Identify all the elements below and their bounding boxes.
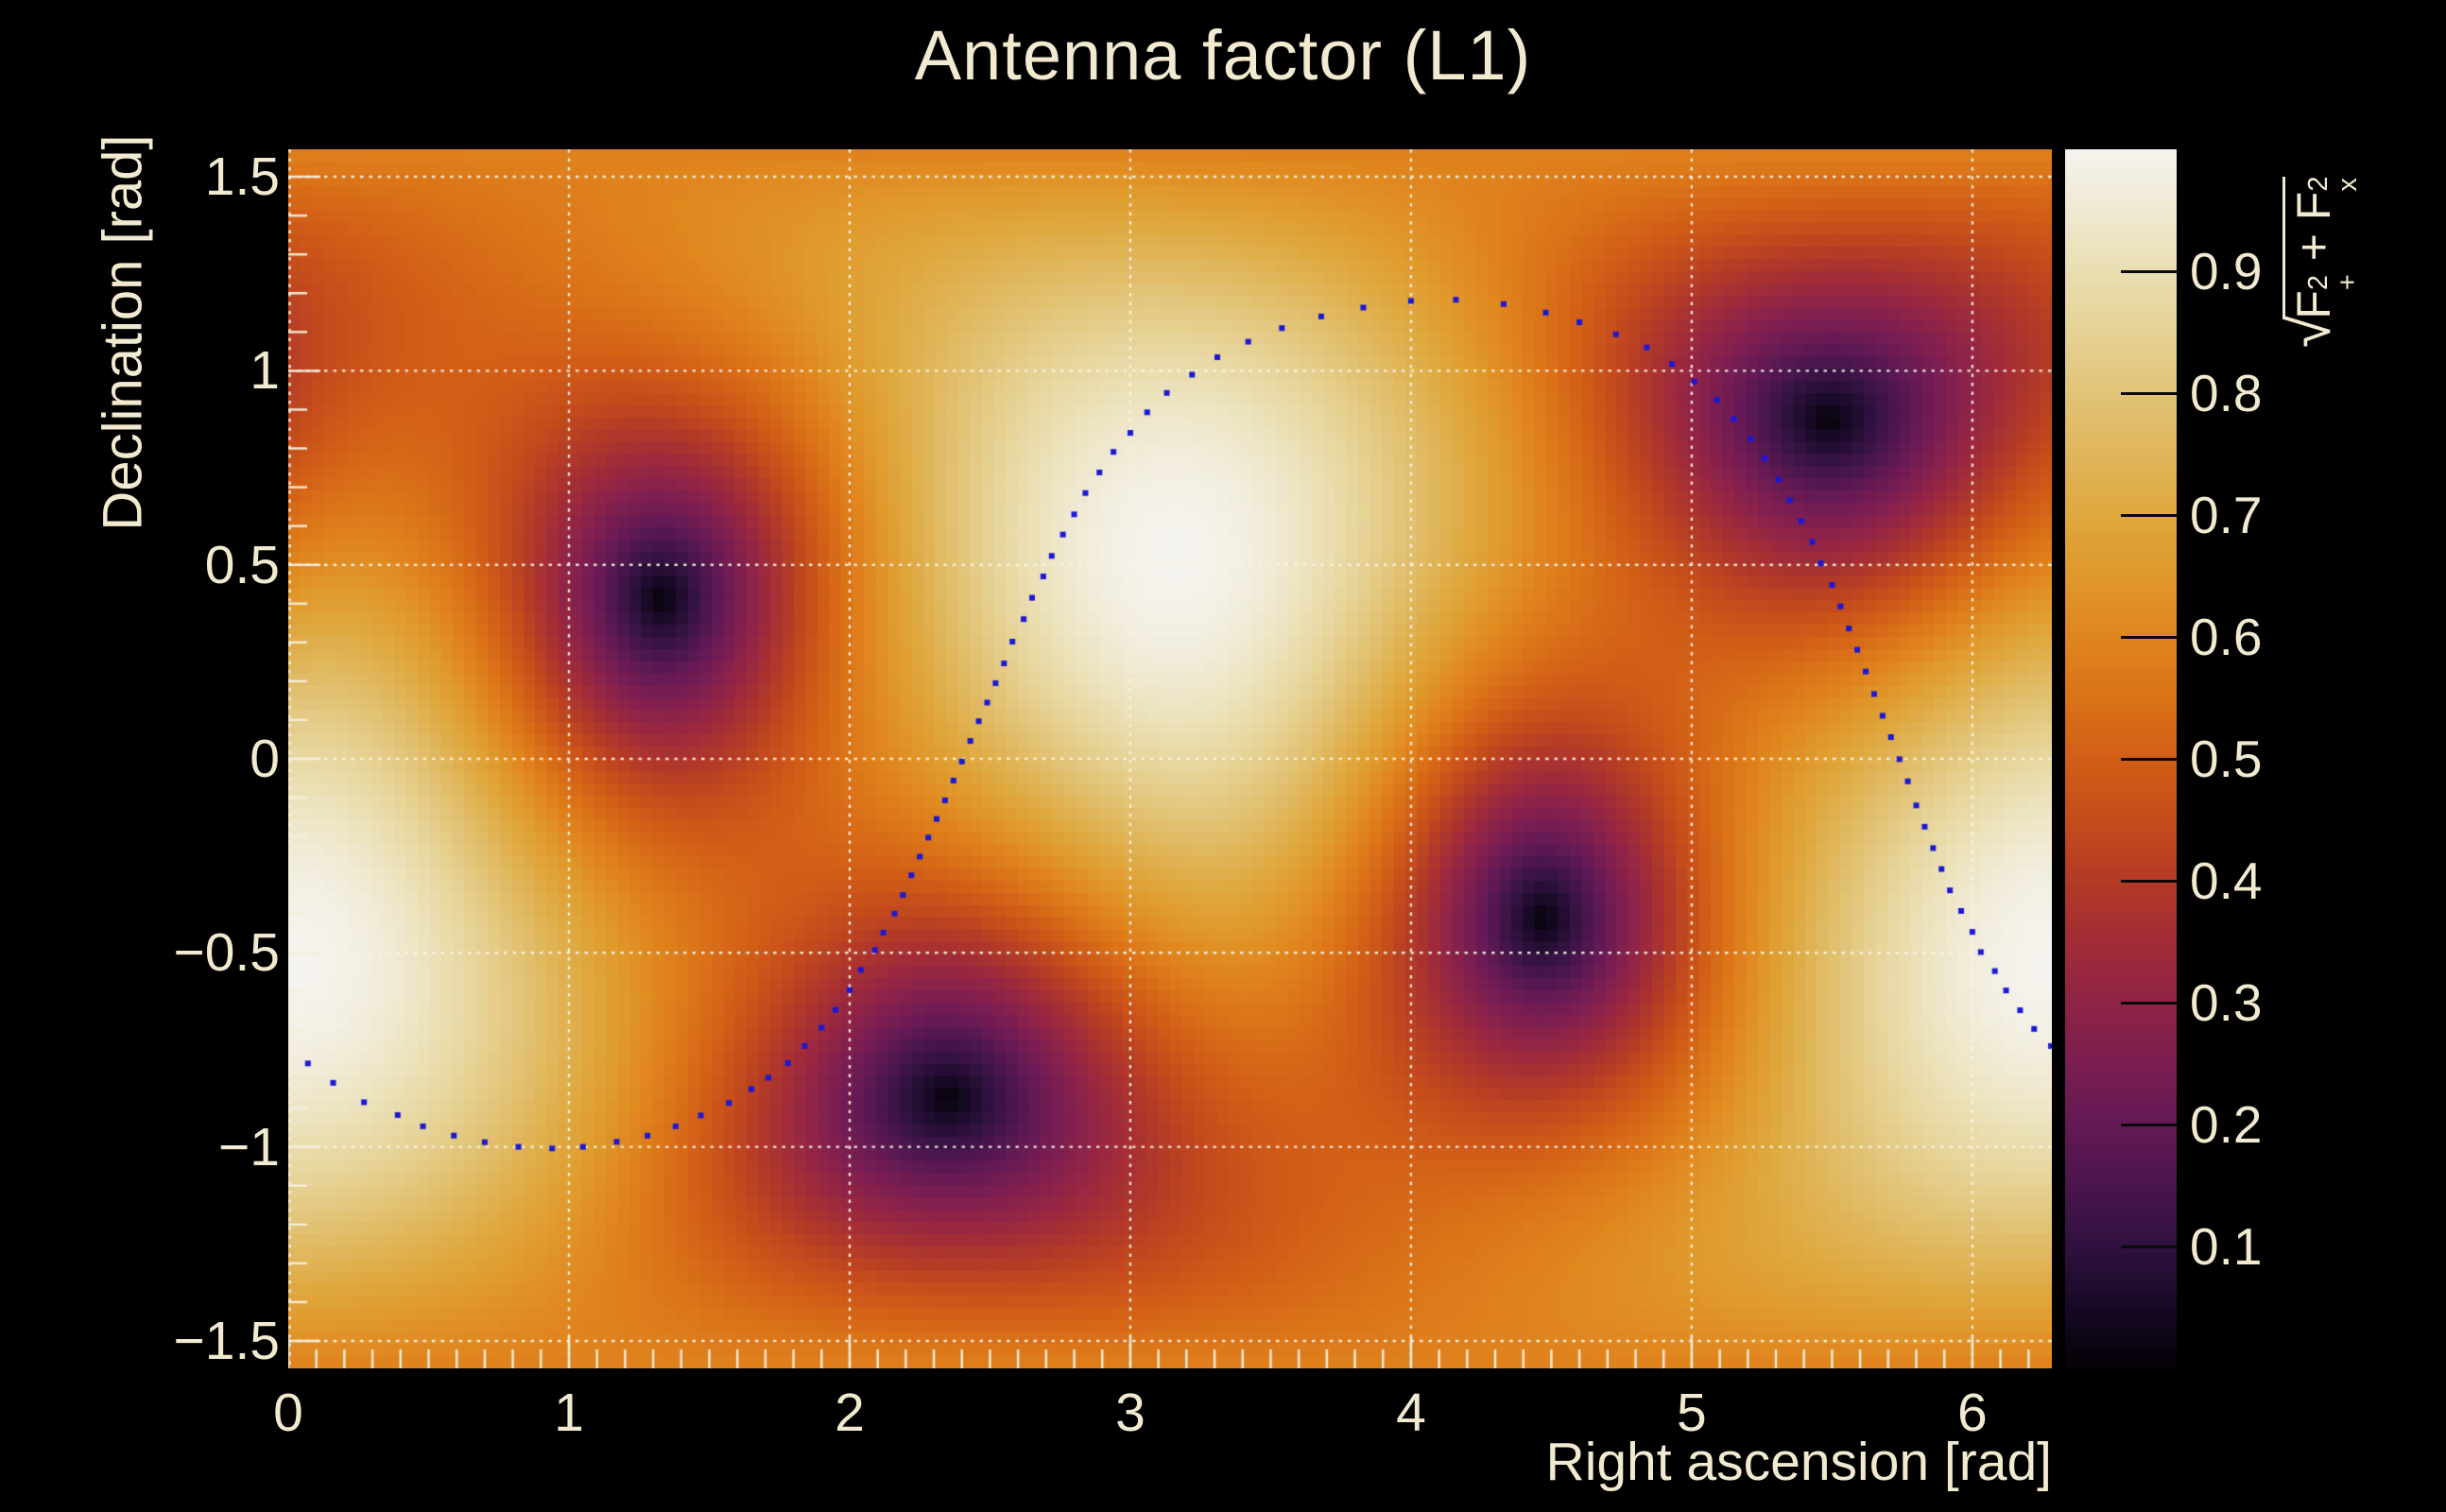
colorbar-tick-label: 0.3 xyxy=(2190,973,2263,1032)
x-tick-label: 1 xyxy=(554,1383,584,1443)
colorbar-tick-label: 0.7 xyxy=(2190,486,2263,544)
f-cross-symbol: F xyxy=(2287,191,2340,221)
x-tick-label: 3 xyxy=(1115,1383,1145,1443)
x-tick-label: 5 xyxy=(1677,1383,1707,1443)
radical-sign: √ xyxy=(2277,315,2343,348)
y-tick-label: −0.5 xyxy=(173,922,280,984)
colorbar-tick xyxy=(2121,1123,2177,1126)
colorbar-tick xyxy=(2121,879,2177,883)
x-tick-label: 6 xyxy=(1957,1383,1988,1443)
f-plus-exponent: 2 xyxy=(2303,275,2334,291)
colorbar-tick xyxy=(2121,513,2177,517)
y-tick-label: 0 xyxy=(250,729,280,789)
y-tick-label: −1.5 xyxy=(173,1310,280,1371)
y-tick-label: 0.5 xyxy=(204,534,280,595)
colorbar-tick xyxy=(2121,635,2177,639)
x-axis-title: Right ascension [rad] xyxy=(1545,1432,2052,1492)
grid-ticks-and-track-overlay xyxy=(288,149,2052,1368)
chart-title: Antenna factor (L1) xyxy=(914,16,1532,94)
colorbar-tick-label: 0.1 xyxy=(2190,1217,2263,1276)
colorbar-tick xyxy=(2121,269,2177,273)
f-plus-subscript: + xyxy=(2332,274,2363,291)
x-tick-label: 4 xyxy=(1396,1383,1426,1443)
x-tick-label: 0 xyxy=(273,1383,303,1443)
colorbar-tick-label: 0.4 xyxy=(2190,851,2263,910)
colorbar-tick-label: 0.5 xyxy=(2190,730,2263,788)
plot-area xyxy=(288,149,2052,1368)
f-plus-symbol: F xyxy=(2287,290,2340,319)
y-tick-label: 1 xyxy=(250,340,280,402)
f-cross-exponent: 2 xyxy=(2303,176,2334,192)
y-tick-label: 1.5 xyxy=(204,146,280,208)
y-tick-label: −1 xyxy=(218,1116,280,1177)
colorbar-tick-label: 0.6 xyxy=(2190,608,2263,666)
x-tick-label: 2 xyxy=(835,1383,865,1443)
colorbar-tick-label: 0.2 xyxy=(2190,1095,2263,1154)
colorbar-tick-label: 0.9 xyxy=(2190,242,2263,301)
colorbar-tick-label: 0.8 xyxy=(2190,364,2263,422)
colorbar-tick xyxy=(2121,391,2177,395)
y-axis-title: Declination [rad] xyxy=(92,134,154,531)
plus-sign: + xyxy=(2287,220,2340,275)
f-plus-scripts: 2 + xyxy=(2303,274,2363,291)
f-cross-subscript: x xyxy=(2332,178,2363,192)
colorbar-tick xyxy=(2121,757,2177,761)
colorbar-tick xyxy=(2121,1001,2177,1005)
colorbar-tick xyxy=(2121,1245,2177,1248)
